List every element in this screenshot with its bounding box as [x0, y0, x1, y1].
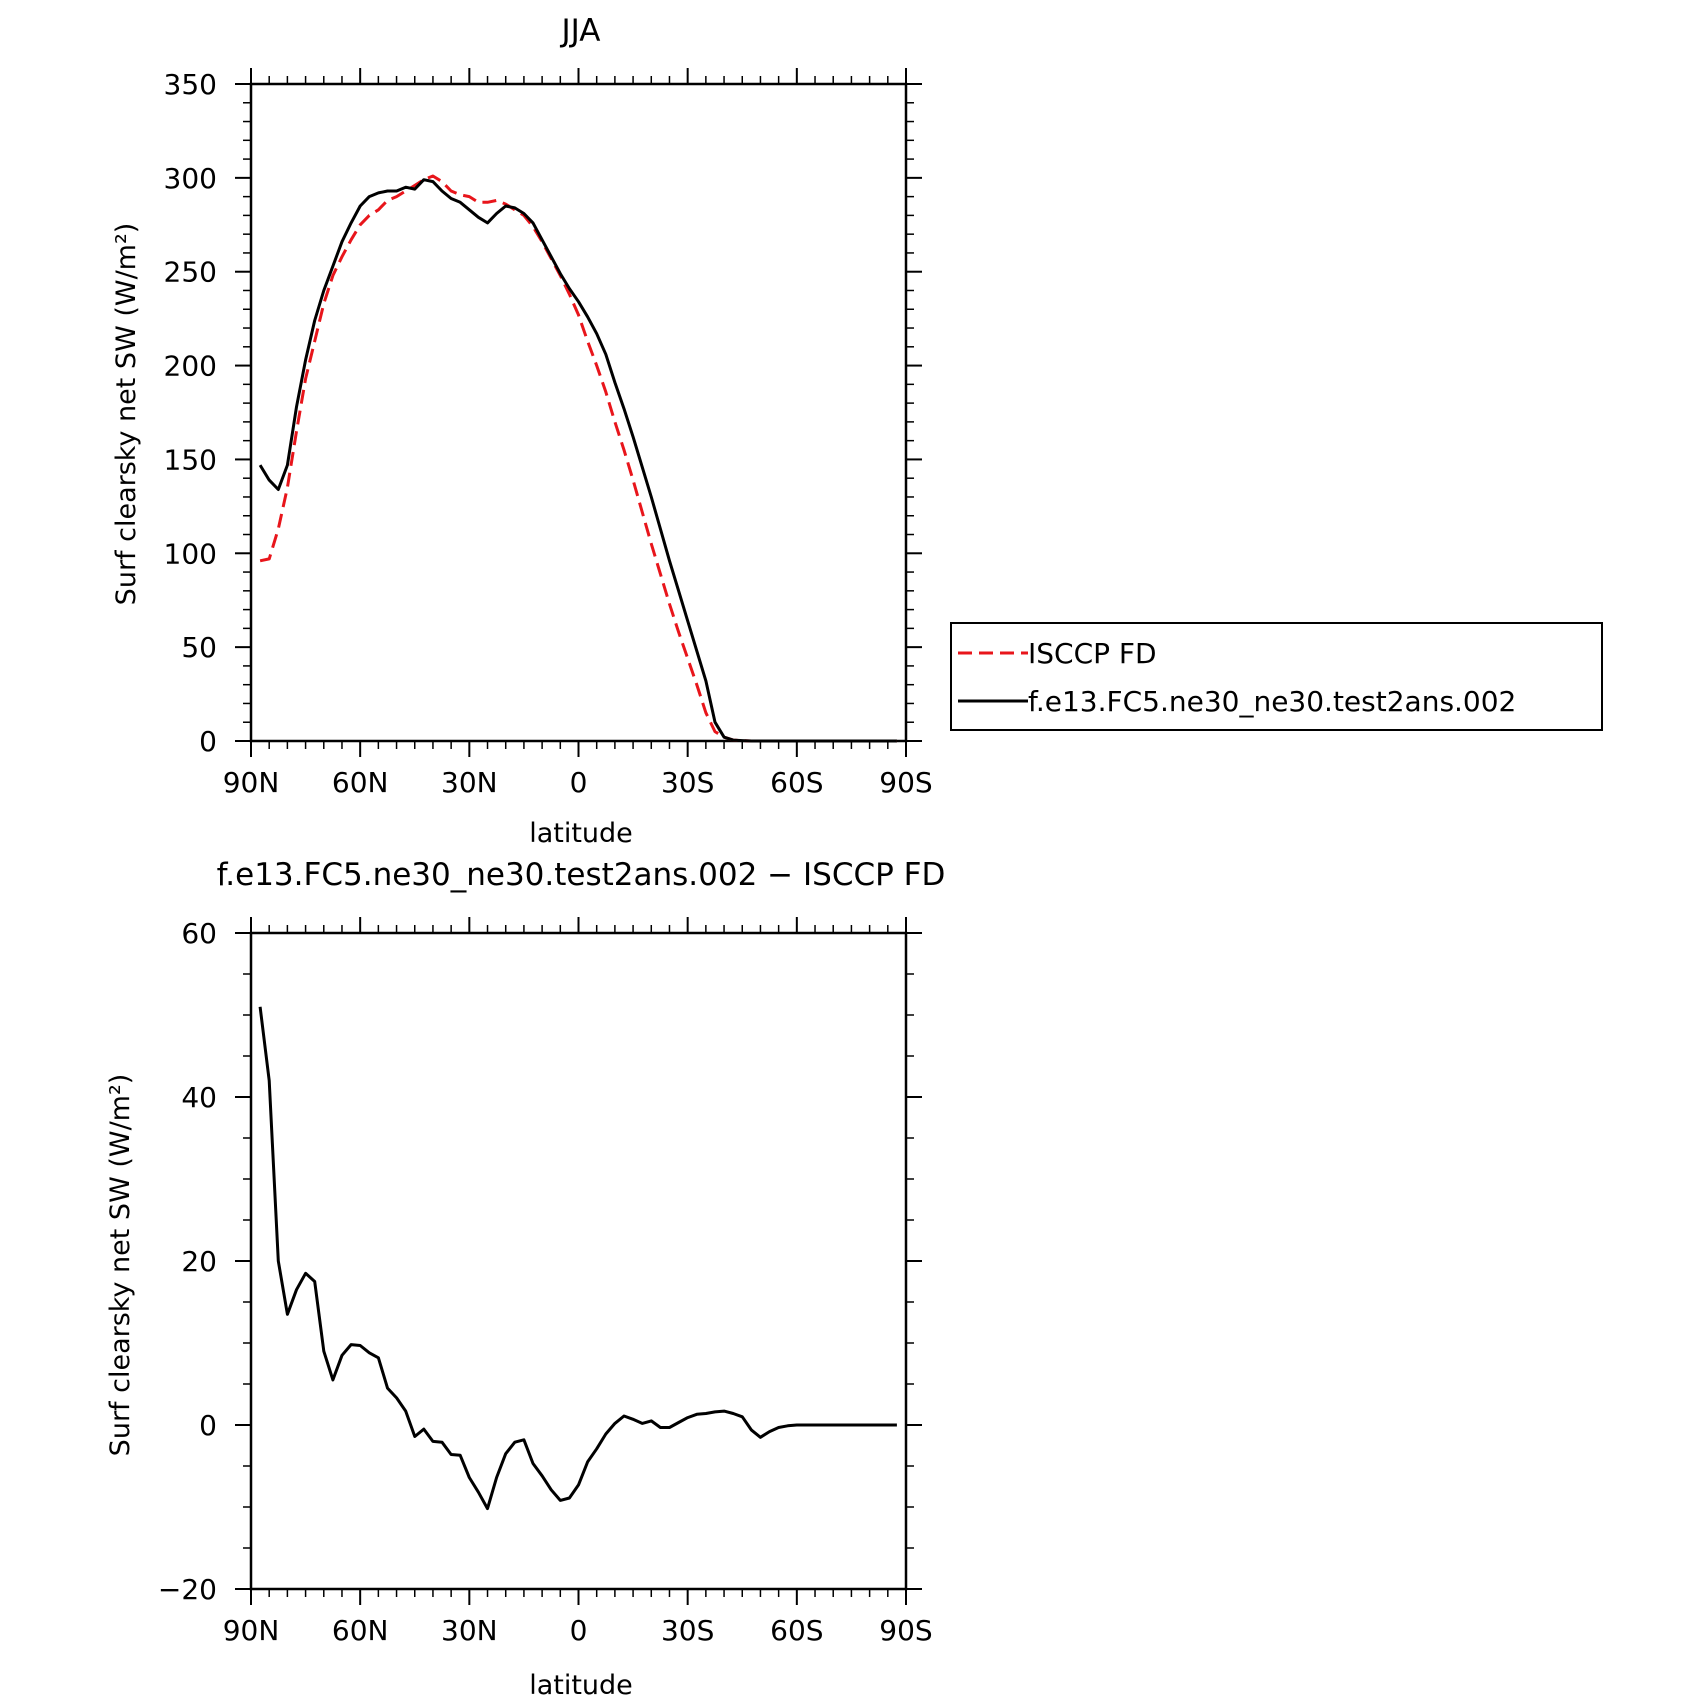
bottom-plot-area — [258, 1006, 897, 1511]
bottom-y-tick-label: 40 — [181, 1081, 217, 1114]
top-y-tick-label: 250 — [164, 256, 217, 289]
bottom-axes: 90N 60N 30N 0 30S 60S 90S −20 0 20 40 60 — [158, 917, 933, 1647]
top-axes: 90N 60N 30N 0 30S 60S 90S 0 50 100 150 200 250 300 350 — [164, 68, 933, 799]
bottom-x-tick-label: 60N — [332, 1614, 389, 1647]
top-plot-frame — [249, 82, 908, 743]
bottom-x-tick-label: 0 — [570, 1614, 588, 1647]
bottom-y-tick-label: 0 — [199, 1409, 217, 1442]
legend-label-model: f.e13.FC5.ne30_ne30.test2ans.002 — [1028, 685, 1516, 718]
bottom-x-tick-label: 30N — [441, 1614, 498, 1647]
top-x-tick-label: 60S — [770, 766, 823, 799]
top-y-tick-label: 150 — [164, 443, 217, 476]
bottom-chart-title: f.e13.FC5.ne30_ne30.test2ans.002 − ISCCP… — [217, 857, 946, 893]
top-series-line-0 — [259, 174, 897, 743]
bottom-y-tick-label: 60 — [181, 917, 217, 950]
bottom-series-line-0 — [258, 1006, 897, 1511]
legend-box — [950, 622, 1603, 731]
top-y-tick-label: 0 — [199, 725, 217, 758]
top-series-line-1 — [258, 178, 897, 743]
top-x-tick-label: 90S — [879, 766, 932, 799]
top-x-tick-label: 30N — [441, 766, 498, 799]
top-x-tick-label: 60N — [332, 766, 389, 799]
top-y-tick-label: 350 — [164, 68, 217, 101]
bottom-x-tick-label: 90N — [223, 1614, 280, 1647]
bottom-x-tick-label: 90S — [879, 1614, 932, 1647]
bottom-y-tick-label: −20 — [158, 1573, 217, 1606]
top-y-axis-label: Surf clearsky net SW (W/m²) — [111, 223, 142, 606]
top-y-tick-label: 50 — [181, 631, 217, 664]
top-x-tick-label: 0 — [570, 766, 588, 799]
bottom-plot-frame — [249, 931, 908, 1591]
bottom-x-tick-label: 60S — [770, 1614, 823, 1647]
top-x-tick-label: 30S — [661, 766, 714, 799]
top-x-axis-label: latitude — [529, 818, 633, 849]
top-chart-title: JJA — [560, 13, 601, 49]
bottom-x-tick-label: 30S — [661, 1614, 714, 1647]
top-x-tick-label: 90N — [223, 766, 280, 799]
top-y-tick-label: 200 — [164, 350, 217, 383]
bottom-x-axis-label: latitude — [529, 1670, 633, 1701]
bottom-y-tick-label: 20 — [181, 1245, 217, 1278]
top-plot-area — [258, 174, 897, 743]
bottom-y-axis-label: Surf clearsky net SW (W/m²) — [105, 1074, 136, 1457]
legend: ISCCP FD f.e13.FC5.ne30_ne30.test2ans.00… — [950, 622, 1603, 731]
legend-label-isccp: ISCCP FD — [1028, 637, 1157, 670]
top-y-tick-label: 100 — [164, 537, 217, 570]
top-y-tick-label: 300 — [164, 162, 217, 195]
top-panel: JJA 90N 60N 30N 0 30S 60S 90S 0 50 100 150 200 250 30… — [111, 13, 1603, 849]
bottom-panel: f.e13.FC5.ne30_ne30.test2ans.002 − ISCCP… — [105, 857, 945, 1701]
